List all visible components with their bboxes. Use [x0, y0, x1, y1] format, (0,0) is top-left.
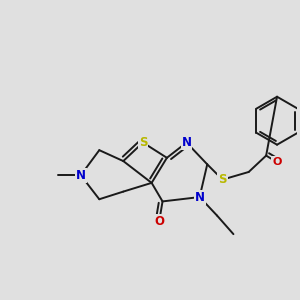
Text: N: N [195, 190, 205, 204]
Text: N: N [76, 169, 86, 182]
Text: O: O [272, 157, 282, 167]
Text: S: S [139, 136, 147, 149]
Text: N: N [182, 136, 191, 149]
Text: O: O [154, 214, 164, 227]
Text: S: S [218, 173, 227, 186]
